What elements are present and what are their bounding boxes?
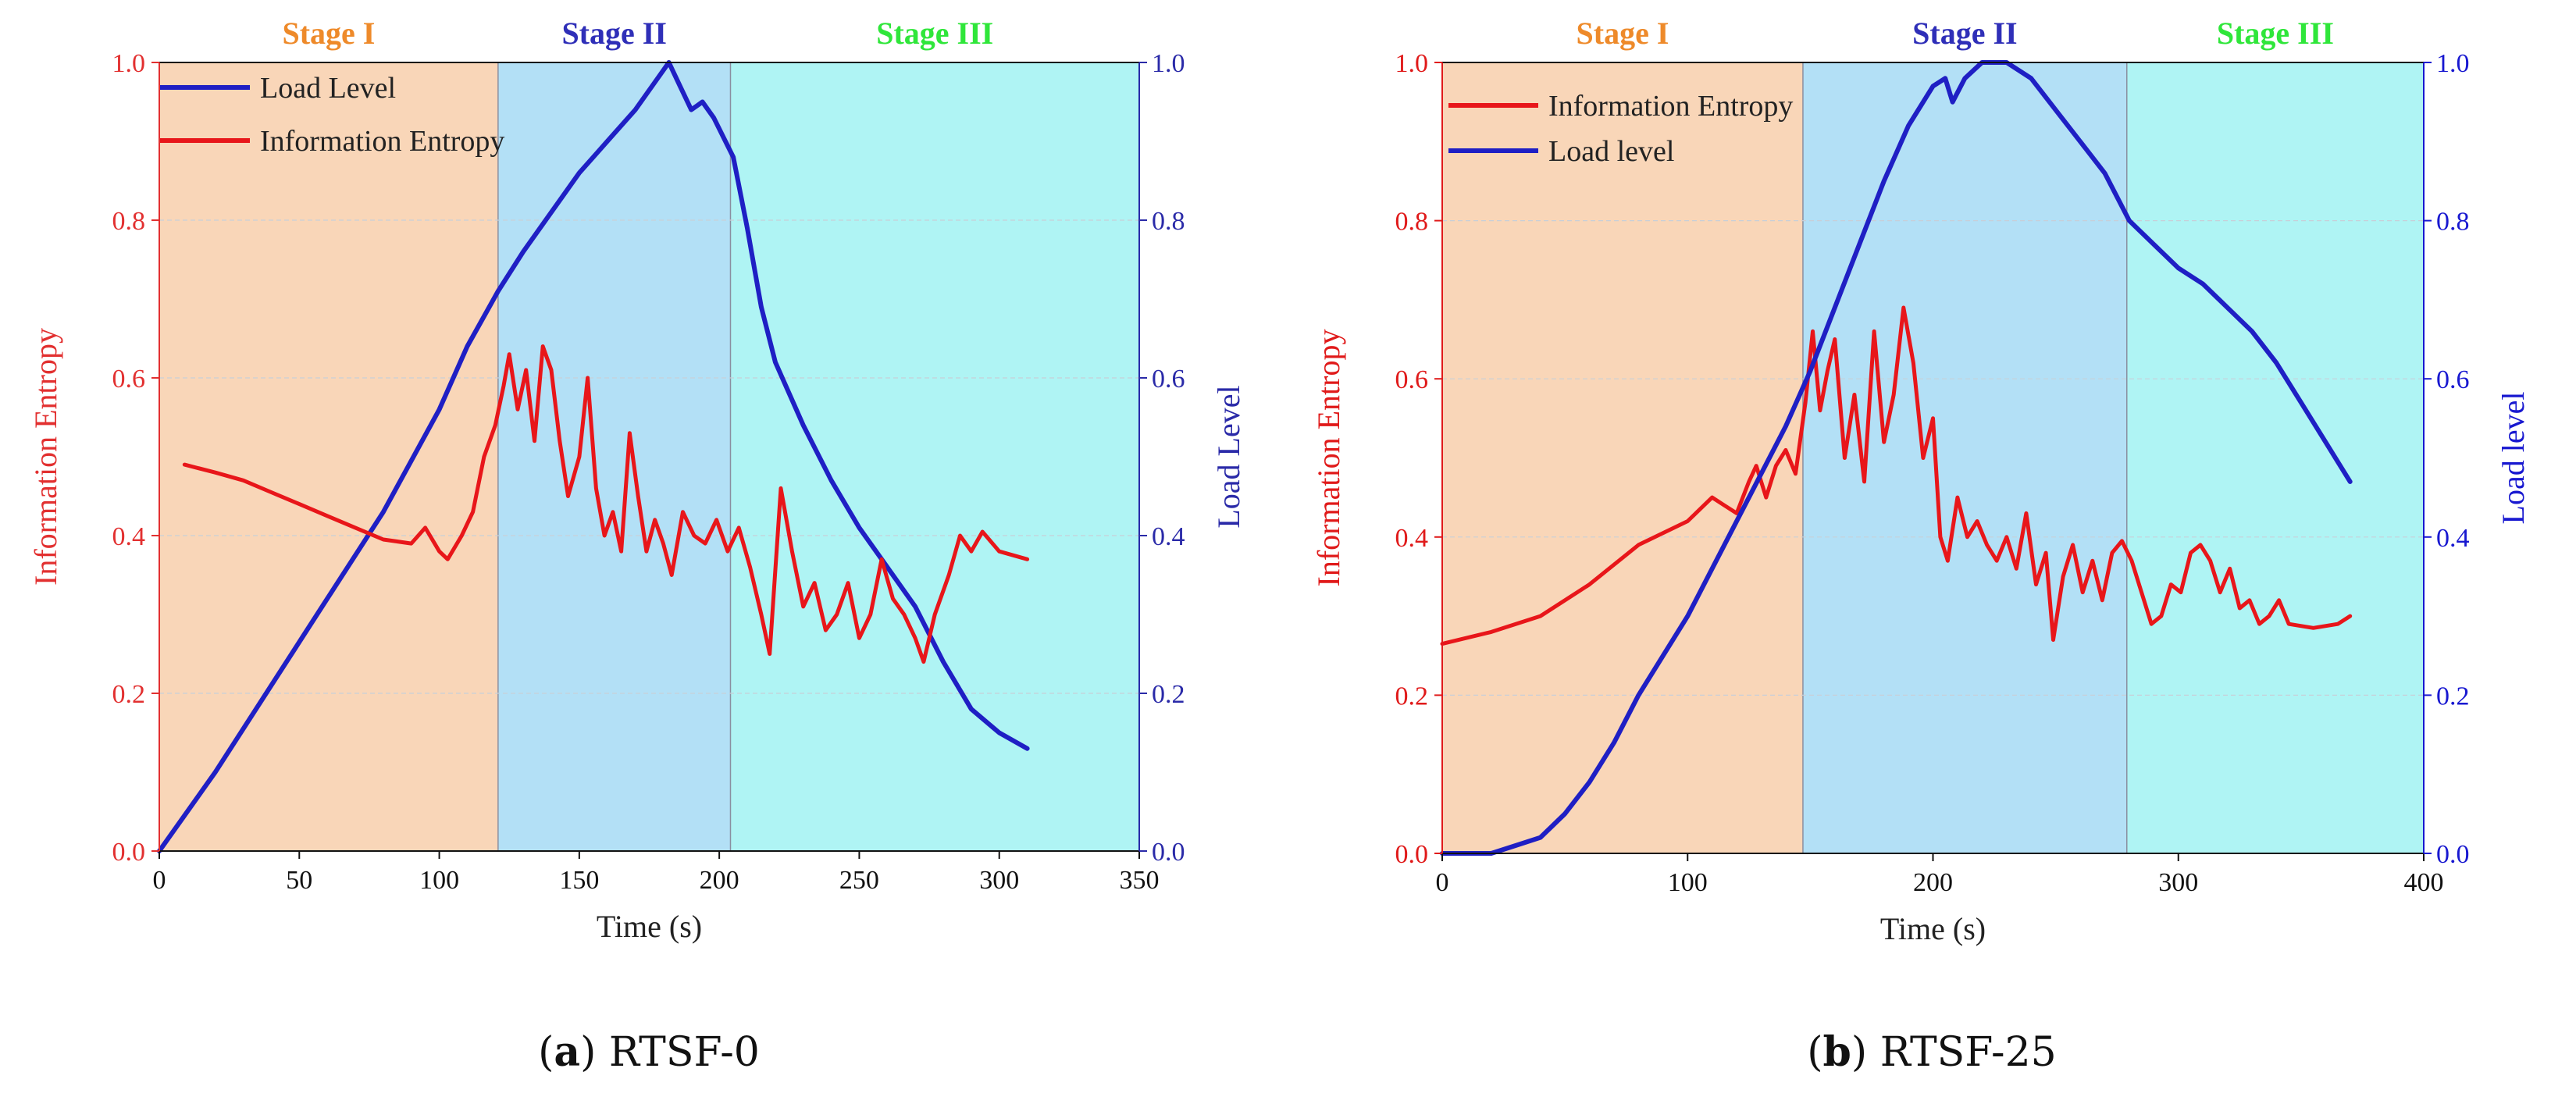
stage-label: Stage I <box>282 16 375 51</box>
x-tick-label: 100 <box>1668 868 1708 897</box>
stage-band-2 <box>497 62 731 851</box>
right-tick-label: 0.8 <box>2436 208 2470 237</box>
right-tick-label: 1.0 <box>1152 49 1185 78</box>
left-tick-label: 0.0 <box>112 838 146 867</box>
x-tick-label: 200 <box>700 866 739 895</box>
x-tick-label: 50 <box>286 866 312 895</box>
right-tick-label: 0.0 <box>1152 838 1185 867</box>
x-axis-title: Time (s) <box>1880 911 1986 946</box>
left-tick-label: 0.8 <box>1395 208 1429 237</box>
stage-band-3 <box>2126 62 2424 853</box>
stage-label: Stage III <box>2217 16 2334 51</box>
stage-label: Stage II <box>561 16 666 51</box>
x-tick-label: 350 <box>1120 866 1160 895</box>
right-tick-label: 0.2 <box>1152 680 1185 709</box>
legend-label: Load level <box>1548 135 1674 168</box>
x-tick-label: 300 <box>979 866 1019 895</box>
left-axis-title: Information Entropy <box>28 328 63 586</box>
x-tick-label: 200 <box>1913 868 1953 897</box>
load-level-line <box>1440 60 2353 856</box>
stage-label: Stage III <box>876 16 993 51</box>
x-tick-label: 300 <box>2158 868 2198 897</box>
x-tick-label: 0 <box>1436 868 1449 897</box>
left-axis-title: Information Entropy <box>1311 329 1346 587</box>
subfigure-caption: (b) RTSF-25 <box>1807 1028 2057 1076</box>
right-tick-label: 0.8 <box>1152 207 1185 236</box>
subfigure-caption: (a) RTSF-0 <box>538 1028 760 1076</box>
chart-a: Stage I Stage II Stage III 0 50 100 150 200 250 3… <box>28 16 1246 1076</box>
x-tick-label: 100 <box>419 866 459 895</box>
caption-text: ) RTSF-0 <box>580 1029 760 1076</box>
information-entropy-line <box>1440 305 2353 646</box>
x-tick-label: 400 <box>2404 868 2444 897</box>
right-tick-label: 1.0 <box>2436 49 2470 78</box>
left-tick-label: 0.2 <box>112 680 146 709</box>
caption-paren: ( <box>1807 1029 1822 1076</box>
stage-label: Stage II <box>1912 16 2017 51</box>
stage-band-1 <box>1442 62 1803 853</box>
left-tick-label: 0.6 <box>112 365 146 394</box>
left-tick-label: 0.8 <box>112 207 146 236</box>
left-tick-label: 0.2 <box>1395 682 1429 710</box>
right-tick-label: 0.6 <box>1152 365 1185 394</box>
legend-label: Information Entropy <box>1548 90 1793 123</box>
stage-label: Stage I <box>1577 16 1669 51</box>
caption-text: ) RTSF-25 <box>1851 1029 2057 1076</box>
right-axis-title: Load Level <box>1211 385 1246 528</box>
right-tick-label: 0.2 <box>2436 682 2470 710</box>
caption-paren: ( <box>538 1029 554 1076</box>
right-tick-label: 0.4 <box>2436 524 2470 553</box>
right-tick-label: 0.0 <box>2436 840 2470 869</box>
right-tick-label: 0.6 <box>2436 365 2470 394</box>
x-tick-label: 0 <box>153 866 166 895</box>
right-tick-label: 0.4 <box>1152 522 1185 551</box>
x-tick-label: 250 <box>839 866 879 895</box>
x-tick-label: 150 <box>559 866 599 895</box>
caption-letter: a <box>554 1028 580 1076</box>
left-tick-label: 0.0 <box>1395 840 1429 869</box>
left-tick-label: 0.4 <box>1395 524 1429 553</box>
stage-band-3 <box>730 62 1139 851</box>
left-tick-label: 1.0 <box>1395 49 1429 78</box>
left-tick-label: 0.4 <box>112 522 146 551</box>
legend-label: Load Level <box>260 72 396 105</box>
legend-label: Information Entropy <box>260 125 504 158</box>
right-axis-title: Load level <box>2496 392 2531 525</box>
caption-letter: b <box>1823 1028 1851 1076</box>
x-axis-title: Time (s) <box>597 909 702 944</box>
information-entropy-line <box>182 344 1030 664</box>
left-tick-label: 0.6 <box>1395 365 1429 394</box>
left-tick-label: 1.0 <box>112 49 146 78</box>
stage-band-1 <box>159 62 498 851</box>
stage-band-2 <box>1802 62 2127 853</box>
